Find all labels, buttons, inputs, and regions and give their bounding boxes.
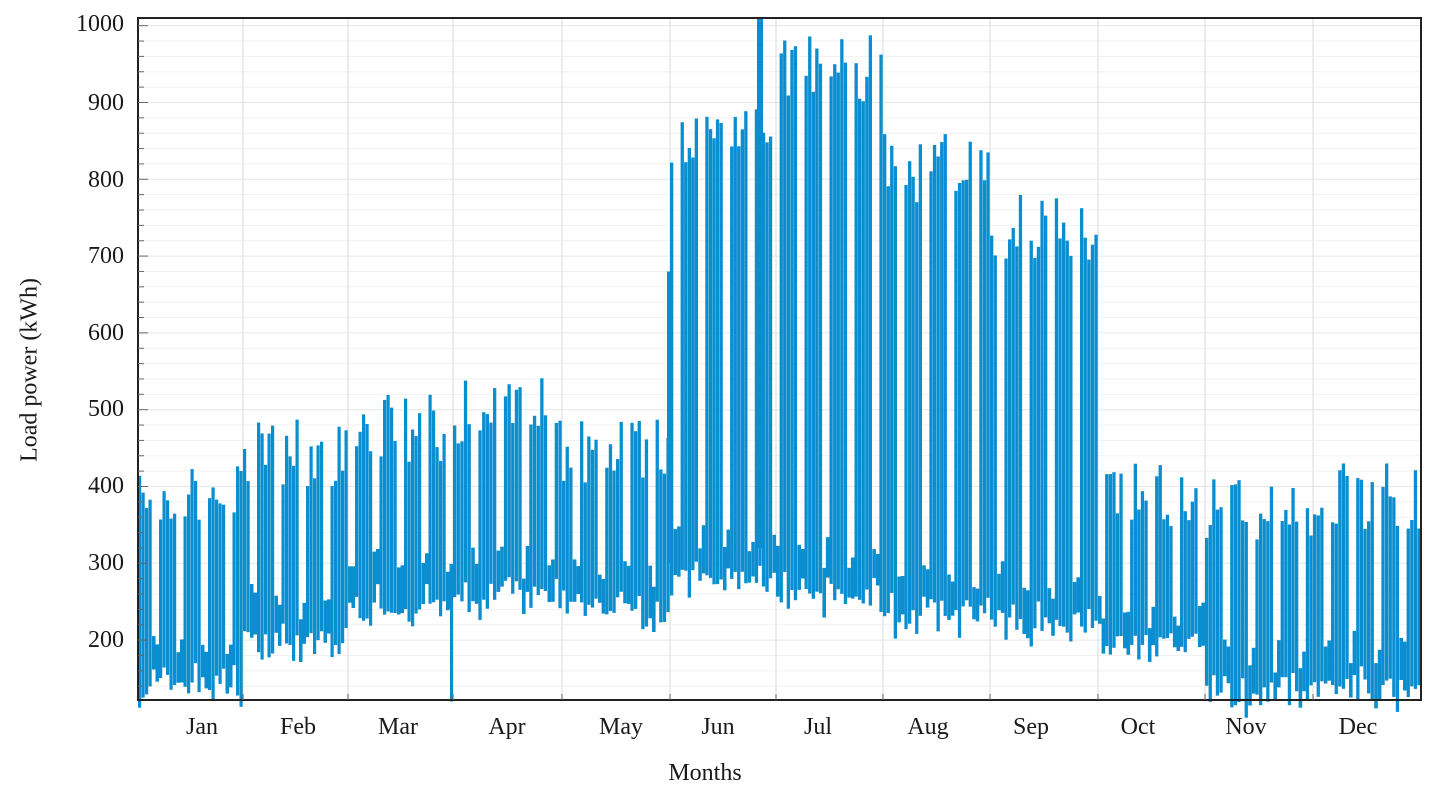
xtick-aug: Aug	[907, 714, 949, 740]
xtick-apr: Apr	[488, 714, 526, 740]
ytick-700: 700	[88, 243, 124, 269]
xtick-may: May	[599, 714, 643, 740]
ytick-400: 400	[88, 473, 124, 499]
xtick-jun: Jun	[701, 714, 735, 740]
xtick-sep: Sep	[1013, 714, 1049, 740]
xtick-dec: Dec	[1338, 714, 1378, 740]
axis-ticks	[138, 25, 1314, 700]
xtick-mar: Mar	[378, 714, 418, 740]
gridlines	[138, 18, 1421, 700]
load-power-series	[138, 18, 1421, 718]
xtick-feb: Feb	[280, 714, 316, 740]
ytick-500: 500	[88, 396, 124, 422]
plot-frame	[137, 17, 1422, 701]
ytick-600: 600	[88, 320, 124, 346]
ytick-200: 200	[88, 627, 124, 653]
ytick-900: 900	[88, 90, 124, 116]
ytick-1000: 1000	[76, 11, 124, 37]
xtick-nov: Nov	[1225, 714, 1267, 740]
xtick-jul: Jul	[803, 714, 832, 740]
y-axis-title: Load power (kWh)	[16, 278, 43, 462]
ytick-800: 800	[88, 167, 124, 193]
xtick-oct: Oct	[1120, 714, 1156, 740]
xtick-jan: Jan	[186, 714, 218, 740]
x-axis-title: Months	[668, 760, 742, 786]
ytick-300: 300	[88, 550, 124, 576]
